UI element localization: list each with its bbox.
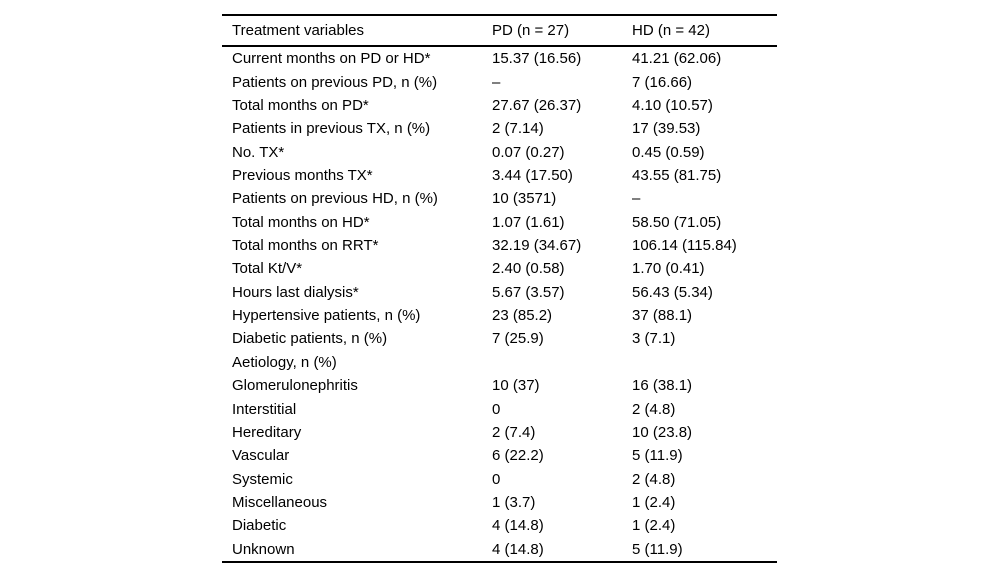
hd-value-cell: 10 (23.8) [632,423,693,441]
table-row: Hereditary 2 (7.4) 10 (23.8) [222,421,777,444]
pd-value-cell: 1 (3.7) [492,494,536,511]
table-top-rule [222,14,777,16]
hd-value-cell: 2 (4.8) [632,470,676,488]
hd-value-cell: 5 (11.9) [632,447,683,465]
pd-value-cell: 3.44 (17.50) [492,166,573,184]
header-hd-group: HD (n = 42) [632,21,710,39]
pd-value-cell: 6 (22.2) [492,447,544,465]
pd-value-cell: 2.40 (0.58) [492,260,565,278]
row-variable-cell: Patients in previous TX, n (%) [232,120,431,138]
table-row: Total Kt/V* 2.40 (0.58) 1.70 (0.41) [222,257,777,280]
table-row: Patients in previous TX, n (%) 2 (7.14) 17… [222,117,777,140]
pd-value-cell: 10 (3571) [492,190,557,208]
table-header-rule [222,44,777,47]
hd-value-cell: 58.50 (71.05) [632,213,722,231]
pd-value-cell: 0 [492,400,501,418]
row-variable-cell: Diabetic [232,517,287,535]
hd-value-cell: 41.21 (62.06) [632,50,722,68]
pd-value-cell: 1.07 (1.61) [492,213,565,231]
hd-value-cell: – [632,190,641,208]
hd-value-cell: 1.70 (0.41) [632,260,705,278]
table-row: No. TX* 0.07 (0.27) 0.45 (0.59) [222,140,777,163]
pd-value-cell: 10 (37) [492,377,540,395]
row-variable-cell: Total Kt/V* [232,260,303,278]
hd-value-cell: 0.45 (0.59) [632,143,705,161]
hd-value-cell: 106.14 (115.84) [632,237,737,255]
table-row: Miscellaneous 1 (3.7) 1 (2.4) [222,491,777,514]
row-variable-cell: Previous months TX* [232,166,373,184]
table-row: Total months on PD* 27.67 (26.37) 4.10 (10… [222,94,777,117]
pd-value-cell: 32.19 (34.67) [492,237,582,255]
table-row: Patients on previous HD, n (%) 10 (3571) – [222,187,777,210]
hd-value-cell: 16 (38.1) [632,377,693,395]
pd-value-cell: 7 (25.9) [492,330,544,348]
row-variable-cell: Aetiology, n (%) [232,353,337,371]
pd-value-cell: 0.07 (0.27) [492,143,565,161]
table-row: Previous months TX* 3.44 (17.50) 43.55 (81… [222,164,777,187]
table-body: Current months on PD or HD* 15.37 (16.56)… [222,47,777,561]
treatment-variables-table: Treatment variables PD (n = 27) HD (n = … [222,14,777,564]
row-variable-cell: Hypertensive patients, n (%) [232,307,421,325]
hd-value-cell: 4.10 (10.57) [632,96,713,114]
hd-value-cell: 3 (7.1) [632,330,676,348]
row-variable-cell: Total months on RRT* [232,237,379,255]
header-pd-group: PD (n = 27) [492,21,570,39]
hd-value-cell: 17 (39.53) [632,120,701,138]
table-row: Unknown 4 (14.8) 5 (11.9) [222,538,777,561]
table-row: Systemic 0 2 (4.8) [222,467,777,490]
table-row: Aetiology, n (%) [222,351,777,374]
hd-value-cell: 56.43 (5.34) [632,283,713,301]
row-variable-cell: Interstitial [232,400,297,418]
table-header-row: Treatment variables PD (n = 27) HD (n = … [222,16,777,45]
header-treatment-variables: Treatment variables [232,21,364,39]
row-variable-cell: Total months on PD* [232,96,369,114]
hd-value-cell: 43.55 (81.75) [632,166,722,184]
table-row: Total months on RRT* 32.19 (34.67) 106.14 … [222,234,777,257]
table-bottom-rule [222,560,777,564]
row-variable-cell: Diabetic patients, n (%) [232,330,388,348]
pd-value-cell: 2 (7.14) [492,120,544,138]
table-row: Hypertensive patients, n (%) 23 (85.2) 37 … [222,304,777,327]
hd-value-cell: 37 (88.1) [632,307,693,325]
table-row: Patients on previous PD, n (%) – 7 (16.66) [222,70,777,93]
table-row: Hours last dialysis* 5.67 (3.57) 56.43 (5.… [222,281,777,304]
row-variable-cell: Patients on previous PD, n (%) [232,73,438,91]
row-variable-cell: Systemic [232,470,293,488]
row-variable-cell: Miscellaneous [232,494,328,511]
table-row: Interstitial 0 2 (4.8) [222,397,777,420]
pd-value-cell: 0 [492,470,501,488]
table-row: Total months on HD* 1.07 (1.61) 58.50 (71.… [222,211,777,234]
pd-value-cell: 4 (14.8) [492,540,544,558]
row-variable-cell: Glomerulonephritis [232,377,358,395]
pd-value-cell: 27.67 (26.37) [492,96,582,114]
hd-value-cell: 7 (16.66) [632,73,693,91]
pd-value-cell: – [492,73,501,91]
pd-value-cell: 4 (14.8) [492,517,544,535]
row-variable-cell: Unknown [232,540,295,558]
pd-value-cell: 15.37 (16.56) [492,50,582,68]
pd-value-cell: 2 (7.4) [492,423,536,441]
hd-value-cell: 1 (2.4) [632,517,676,535]
pd-value-cell: 23 (85.2) [492,307,553,325]
row-variable-cell: Vascular [232,447,290,465]
hd-value-cell: 1 (2.4) [632,494,676,511]
table-row: Diabetic 4 (14.8) 1 (2.4) [222,514,777,537]
row-variable-cell: No. TX* [232,143,285,161]
row-variable-cell: Hereditary [232,423,302,441]
hd-value-cell: 2 (4.8) [632,400,676,418]
pd-value-cell: 5.67 (3.57) [492,283,565,301]
row-variable-cell: Current months on PD or HD* [232,50,431,68]
table-row: Diabetic patients, n (%) 7 (25.9) 3 (7.1) [222,327,777,350]
table-row: Current months on PD or HD* 15.37 (16.56)… [222,47,777,70]
row-variable-cell: Hours last dialysis* [232,283,359,301]
table-row: Vascular 6 (22.2) 5 (11.9) [222,444,777,467]
row-variable-cell: Patients on previous HD, n (%) [232,190,438,208]
hd-value-cell: 5 (11.9) [632,540,683,558]
table-row: Glomerulonephritis 10 (37) 16 (38.1) [222,374,777,397]
row-variable-cell: Total months on HD* [232,213,370,231]
